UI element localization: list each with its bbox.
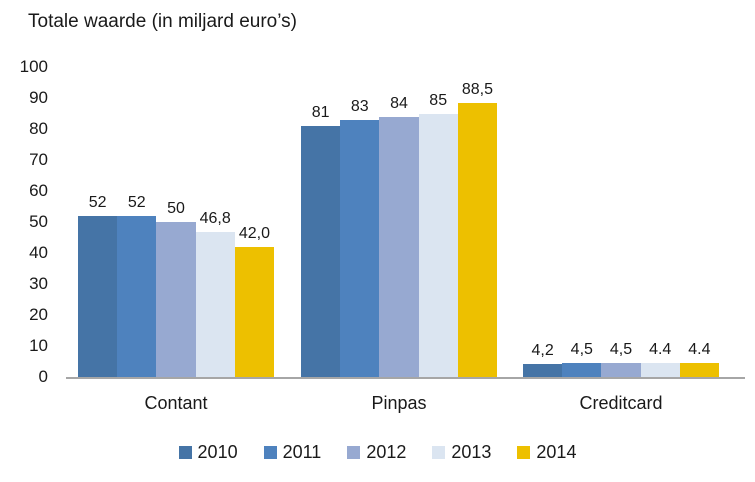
bar-2013-creditcard: 4.4 xyxy=(640,341,680,377)
bar-2012-pinpas: 84 xyxy=(379,95,419,377)
bar-group-pinpas: 81 83 84 85 88,5 xyxy=(301,81,498,377)
y-tick-label: 60 xyxy=(29,181,48,200)
legend-label-2014: 2014 xyxy=(536,442,577,462)
bar-value-label: 4,5 xyxy=(570,341,593,358)
bar-value-label: 4.4 xyxy=(649,341,672,359)
bar-value-label: 46,8 xyxy=(199,209,231,227)
bar-value-label: 50 xyxy=(167,200,185,217)
bar-2011-contant: 52 xyxy=(117,194,157,377)
bar-group-contant: 52 52 50 46,8 42,0 xyxy=(78,194,275,377)
legend-item-2011: 2011 xyxy=(263,442,322,462)
legend-item-2012: 2012 xyxy=(347,442,406,462)
bar-2012-creditcard: 4,5 xyxy=(601,341,641,377)
bar-value-label: 4,5 xyxy=(609,341,633,358)
legend: 2010 2011 2012 2013 2014 xyxy=(0,442,755,462)
bar-value-label: 52 xyxy=(127,193,146,211)
bar-2010-pinpas: 81 xyxy=(301,104,341,377)
bar-value-label: 52 xyxy=(88,193,107,211)
legend-item-2013: 2013 xyxy=(432,442,491,462)
legend-swatch-2010 xyxy=(178,445,192,459)
y-tick-label: 20 xyxy=(29,305,48,324)
bar-2013-contant: 46,8 xyxy=(195,210,235,377)
y-tick-label: 0 xyxy=(38,367,48,386)
plot-area: 52 52 50 46,8 42,0 81 83 84 85 88,5 4,2 4,5 4,5 4.4 4.… xyxy=(66,67,745,379)
bar-value-label: 4.4 xyxy=(688,341,711,359)
legend-item-2010: 2010 xyxy=(178,442,238,462)
bar-2013-pinpas: 85 xyxy=(418,92,458,377)
bar-2014-pinpas: 88,5 xyxy=(457,81,498,377)
legend-label-2010: 2010 xyxy=(197,442,238,462)
y-tick-label: 100 xyxy=(19,57,48,76)
legend-swatch-2011 xyxy=(263,445,277,459)
legend-swatch-2012 xyxy=(347,445,361,459)
legend-swatch-2014 xyxy=(517,445,531,459)
legend-label-2013: 2013 xyxy=(451,442,492,462)
bar-value-label: 83 xyxy=(350,97,369,115)
chart-title: Totale waarde (in miljard euro’s) xyxy=(28,11,297,32)
bar-value-label: 88,5 xyxy=(461,80,493,98)
y-axis: 0 10 20 30 40 50 60 70 80 90 100 xyxy=(0,58,48,386)
y-tick-label: 40 xyxy=(29,243,48,262)
bar-value-label: 85 xyxy=(429,91,448,109)
bar-2011-pinpas: 83 xyxy=(340,98,380,377)
bar-value-label: 84 xyxy=(390,94,408,112)
bar-value-label: 81 xyxy=(311,103,330,121)
bar-value-label: 4,2 xyxy=(531,342,554,359)
y-tick-label: 90 xyxy=(29,88,48,107)
bar-2010-creditcard: 4,2 xyxy=(523,342,563,377)
y-tick-label: 10 xyxy=(29,336,48,355)
legend-item-2014: 2014 xyxy=(517,442,576,462)
bar-2014-creditcard: 4.4 xyxy=(679,341,720,377)
legend-label-2012: 2012 xyxy=(366,442,407,462)
y-tick-label: 30 xyxy=(29,274,48,293)
bar-value-label: 42,0 xyxy=(238,224,270,242)
bar-2010-contant: 52 xyxy=(78,194,118,377)
bar-2014-contant: 42,0 xyxy=(234,225,275,377)
legend-label-2011: 2011 xyxy=(282,442,322,462)
x-category-label-pinpas: Pinpas xyxy=(371,393,427,413)
bar-group-creditcard: 4,2 4,5 4,5 4.4 4.4 xyxy=(523,341,720,377)
legend-swatch-2013 xyxy=(432,445,446,459)
x-category-label-contant: Contant xyxy=(144,393,208,413)
bar-2011-creditcard: 4,5 xyxy=(562,341,602,377)
y-tick-label: 80 xyxy=(29,119,48,138)
y-tick-label: 70 xyxy=(29,150,48,169)
y-tick-label: 50 xyxy=(29,212,48,231)
bar-2012-contant: 50 xyxy=(156,200,196,377)
x-category-label-creditcard: Creditcard xyxy=(579,393,663,413)
